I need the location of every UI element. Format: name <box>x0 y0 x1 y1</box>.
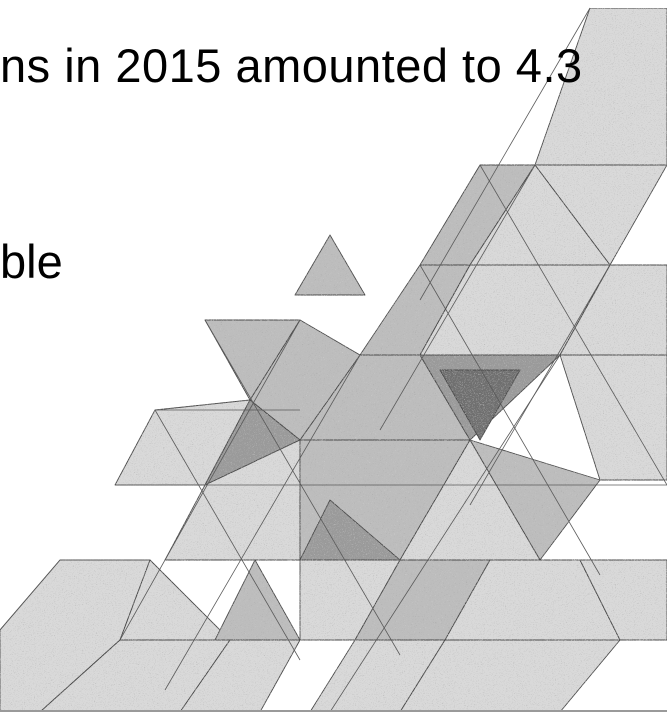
slide-text-line-1: ns in 2015 amounted to 4.3 <box>0 39 583 92</box>
mosaic-triangle <box>214 559 301 641</box>
mosaic-triangle <box>534 7 667 166</box>
mosaic-edge <box>419 7 591 301</box>
mosaic-edge <box>479 164 667 486</box>
mosaic-triangle <box>559 354 667 481</box>
mosaic-edge <box>329 354 561 712</box>
mosaic-edge <box>419 264 601 576</box>
mosaic-triangle <box>439 369 521 441</box>
mosaic-edge <box>204 319 401 656</box>
mosaic-triangle <box>179 639 301 712</box>
mosaic-edge <box>164 354 361 691</box>
mosaic-edge <box>154 409 301 661</box>
mosaic-edge <box>469 264 611 506</box>
mosaic-edge <box>119 319 301 641</box>
bottom-border <box>0 710 667 712</box>
mosaic-edge <box>379 164 536 431</box>
mosaic-triangle <box>579 559 667 641</box>
mosaic-triangle <box>559 264 667 356</box>
mosaic-triangle <box>399 639 621 712</box>
mosaic-triangle <box>39 639 231 712</box>
mosaic-triangle <box>294 234 366 296</box>
mosaic-edge <box>0 559 61 631</box>
slide-text-line-2: ble <box>0 235 63 288</box>
